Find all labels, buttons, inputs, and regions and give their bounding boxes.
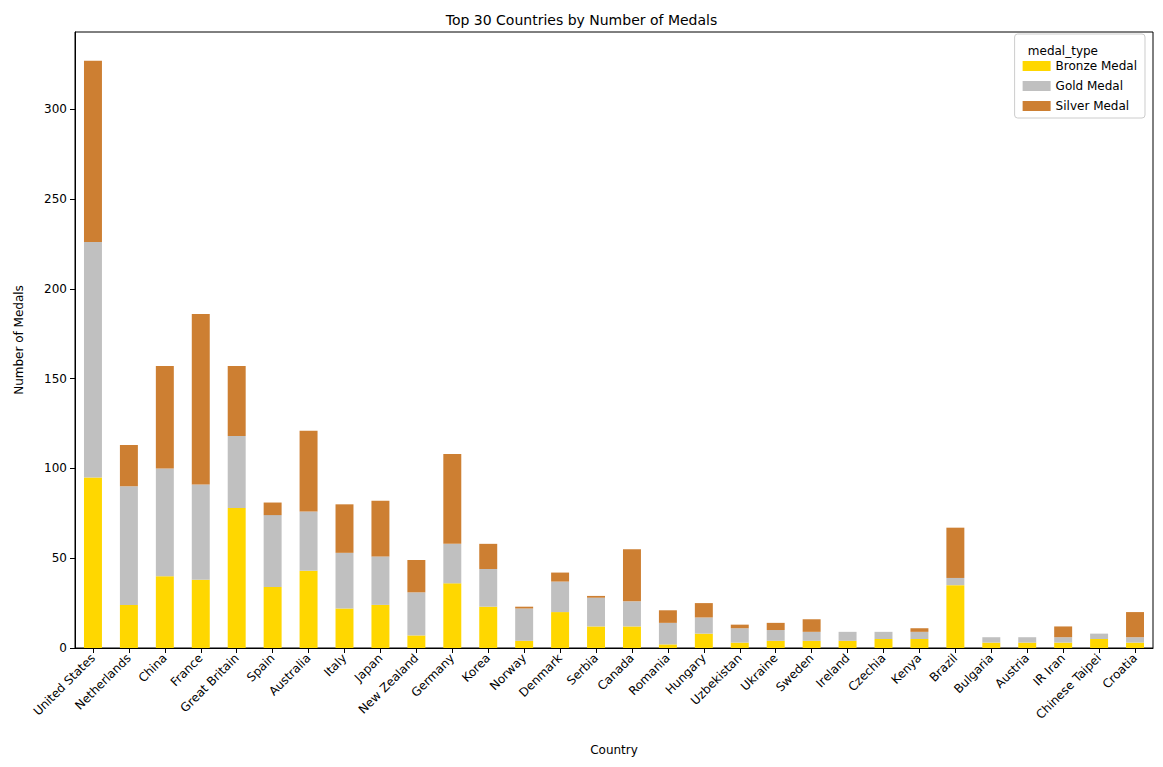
svg-text:France: France xyxy=(167,651,206,690)
svg-text:Kenya: Kenya xyxy=(889,651,925,687)
svg-text:Italy: Italy xyxy=(321,651,349,679)
svg-text:Silver Medal: Silver Medal xyxy=(1056,99,1130,113)
svg-text:Uzbekistan: Uzbekistan xyxy=(688,651,745,708)
svg-text:Chinese Taipei: Chinese Taipei xyxy=(1033,651,1104,722)
svg-text:Korea: Korea xyxy=(459,651,493,685)
svg-text:Bronze Medal: Bronze Medal xyxy=(1056,59,1137,73)
svg-text:Sweden: Sweden xyxy=(773,651,816,694)
svg-text:Germany: Germany xyxy=(408,651,457,700)
svg-text:Brazil: Brazil xyxy=(927,651,961,685)
svg-text:IR Iran: IR Iran xyxy=(1030,651,1069,689)
svg-text:100: 100 xyxy=(44,461,67,475)
svg-text:Croatia: Croatia xyxy=(1100,651,1140,691)
svg-text:Great Britain: Great Britain xyxy=(178,651,242,715)
svg-text:Number of Medals: Number of Medals xyxy=(12,285,26,395)
svg-text:Top 30 Countries by Number of: Top 30 Countries by Number of Medals xyxy=(445,12,718,28)
svg-text:Czechia: Czechia xyxy=(845,651,888,694)
svg-text:China: China xyxy=(136,651,170,685)
svg-text:50: 50 xyxy=(52,551,67,565)
svg-text:300: 300 xyxy=(44,102,67,116)
svg-text:Austria: Austria xyxy=(992,651,1032,691)
svg-text:Canada: Canada xyxy=(594,651,637,694)
svg-text:Gold Medal: Gold Medal xyxy=(1056,79,1123,93)
svg-text:Hungary: Hungary xyxy=(662,651,709,698)
svg-text:Romania: Romania xyxy=(625,651,673,698)
svg-text:Country: Country xyxy=(590,743,638,757)
svg-text:150: 150 xyxy=(44,372,67,386)
svg-text:United States: United States xyxy=(31,651,98,718)
svg-text:200: 200 xyxy=(44,282,67,296)
svg-text:Japan: Japan xyxy=(351,651,385,685)
svg-text:Netherlands: Netherlands xyxy=(72,651,134,713)
svg-text:250: 250 xyxy=(44,192,67,206)
svg-text:Bulgaria: Bulgaria xyxy=(951,651,996,696)
svg-text:0: 0 xyxy=(59,641,67,655)
svg-text:Ireland: Ireland xyxy=(813,651,853,691)
svg-text:Norway: Norway xyxy=(487,651,530,694)
svg-text:New Zealand: New Zealand xyxy=(356,651,422,717)
svg-text:Australia: Australia xyxy=(266,651,313,698)
svg-text:medal_type: medal_type xyxy=(1028,44,1098,58)
svg-text:Serbia: Serbia xyxy=(564,651,601,688)
svg-text:Denmark: Denmark xyxy=(516,651,565,700)
svg-text:Spain: Spain xyxy=(244,651,278,685)
svg-text:Ukraine: Ukraine xyxy=(738,651,781,694)
